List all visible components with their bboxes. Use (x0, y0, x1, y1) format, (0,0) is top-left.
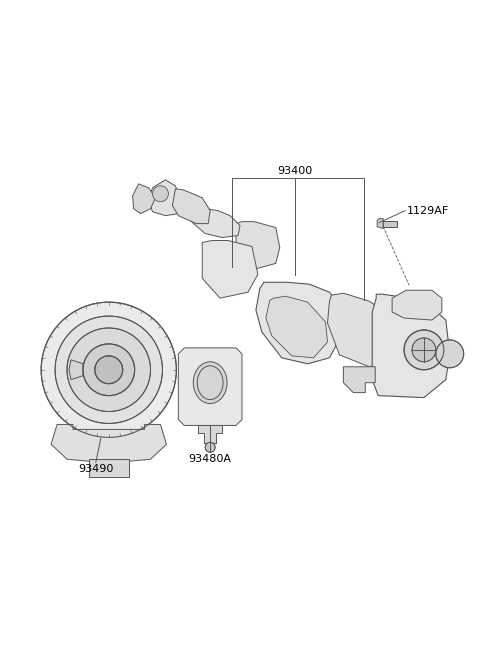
Polygon shape (69, 360, 83, 380)
Polygon shape (89, 459, 129, 477)
Polygon shape (236, 221, 280, 269)
Polygon shape (343, 367, 375, 392)
Text: 1129AF: 1129AF (407, 206, 449, 215)
Circle shape (95, 356, 123, 384)
Circle shape (205, 442, 215, 452)
Polygon shape (172, 189, 210, 223)
Circle shape (404, 330, 444, 370)
Polygon shape (372, 294, 450, 398)
Polygon shape (202, 240, 258, 298)
Polygon shape (383, 221, 397, 227)
Polygon shape (266, 296, 327, 358)
Circle shape (41, 302, 176, 438)
Text: 93490: 93490 (78, 464, 114, 474)
Polygon shape (256, 282, 343, 364)
Polygon shape (132, 184, 156, 214)
Ellipse shape (193, 362, 227, 403)
Circle shape (83, 344, 134, 396)
Polygon shape (51, 424, 167, 462)
Polygon shape (327, 293, 401, 367)
Circle shape (436, 340, 464, 367)
Circle shape (67, 328, 151, 411)
Circle shape (153, 186, 168, 202)
Circle shape (412, 338, 436, 362)
Polygon shape (148, 180, 240, 238)
Polygon shape (377, 219, 383, 229)
Circle shape (55, 316, 162, 423)
Text: 93400: 93400 (277, 166, 312, 176)
Polygon shape (179, 348, 242, 426)
Polygon shape (392, 290, 442, 320)
Polygon shape (198, 426, 222, 443)
Text: 93480A: 93480A (189, 455, 232, 464)
